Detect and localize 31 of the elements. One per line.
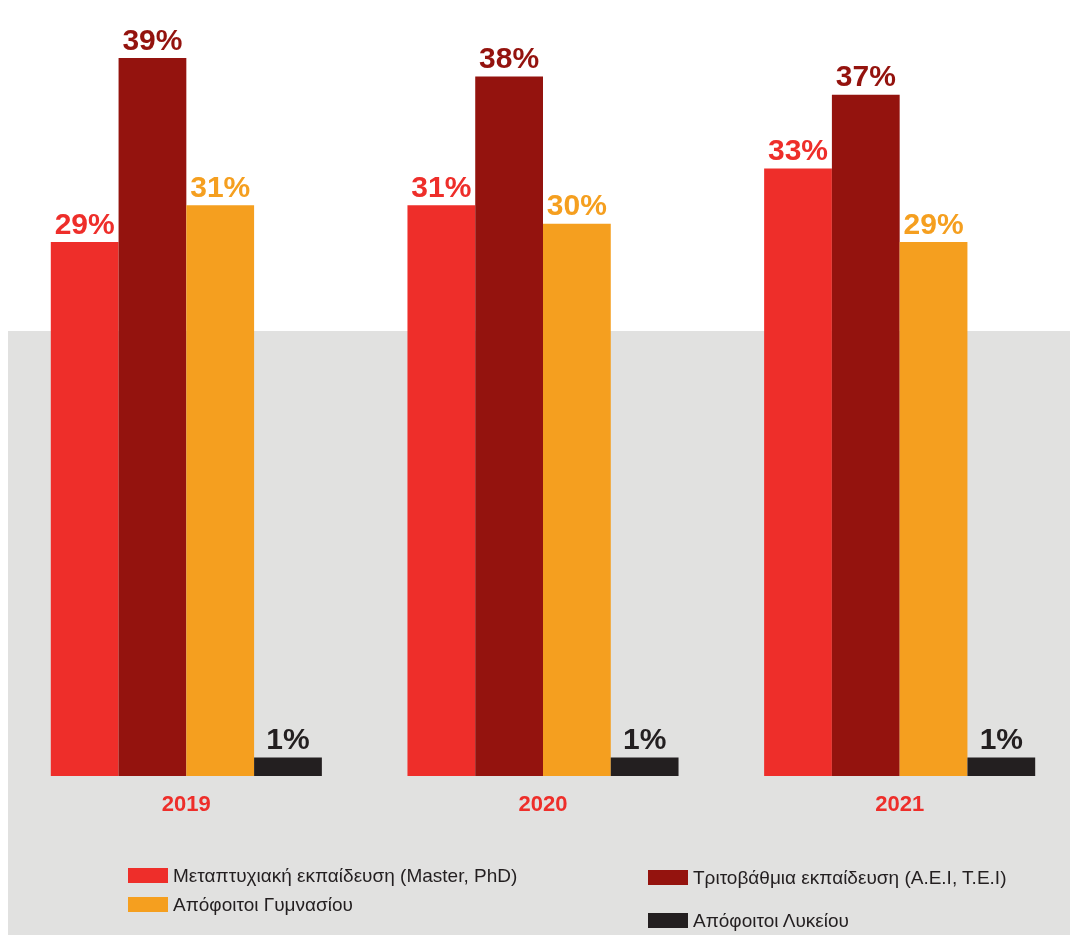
data-label: 1% — [622, 722, 667, 756]
data-label: 1% — [266, 722, 310, 756]
data-label: 31% — [190, 169, 251, 203]
data-label: 39% — [122, 22, 183, 56]
data-label: 30% — [546, 188, 607, 222]
bar — [475, 76, 543, 776]
legend-label: Μεταπτυχιακή εκπαίδευση (Master, PhD) — [173, 865, 518, 886]
data-label: 29% — [903, 206, 964, 240]
bar — [50, 242, 119, 776]
bar — [543, 223, 611, 776]
x-tick-label: 2019 — [161, 790, 211, 816]
data-label: 29% — [54, 206, 115, 240]
bar — [899, 242, 968, 776]
x-tick-label: 2021 — [875, 790, 925, 816]
bar — [186, 205, 255, 776]
legend-label: Τριτοβάθμια εκπαίδευση (Α.Ε.Ι, Τ.Ε.Ι) — [693, 867, 1007, 888]
bar — [610, 757, 679, 776]
data-label: 1% — [979, 722, 1023, 756]
x-tick-label: 2020 — [518, 790, 568, 816]
bar — [831, 94, 900, 776]
bar — [407, 205, 476, 776]
bar — [254, 757, 322, 776]
data-label: 33% — [767, 132, 829, 166]
bar — [764, 168, 832, 776]
data-label: 37% — [835, 59, 896, 93]
bar — [118, 58, 187, 776]
data-label: 31% — [411, 169, 472, 203]
legend-label: Απόφοιτοι Λυκείου — [693, 910, 849, 931]
bar — [967, 757, 1036, 776]
legend-label: Απόφοιτοι Γυμνασίου — [173, 894, 353, 915]
data-label: 38% — [479, 40, 540, 74]
